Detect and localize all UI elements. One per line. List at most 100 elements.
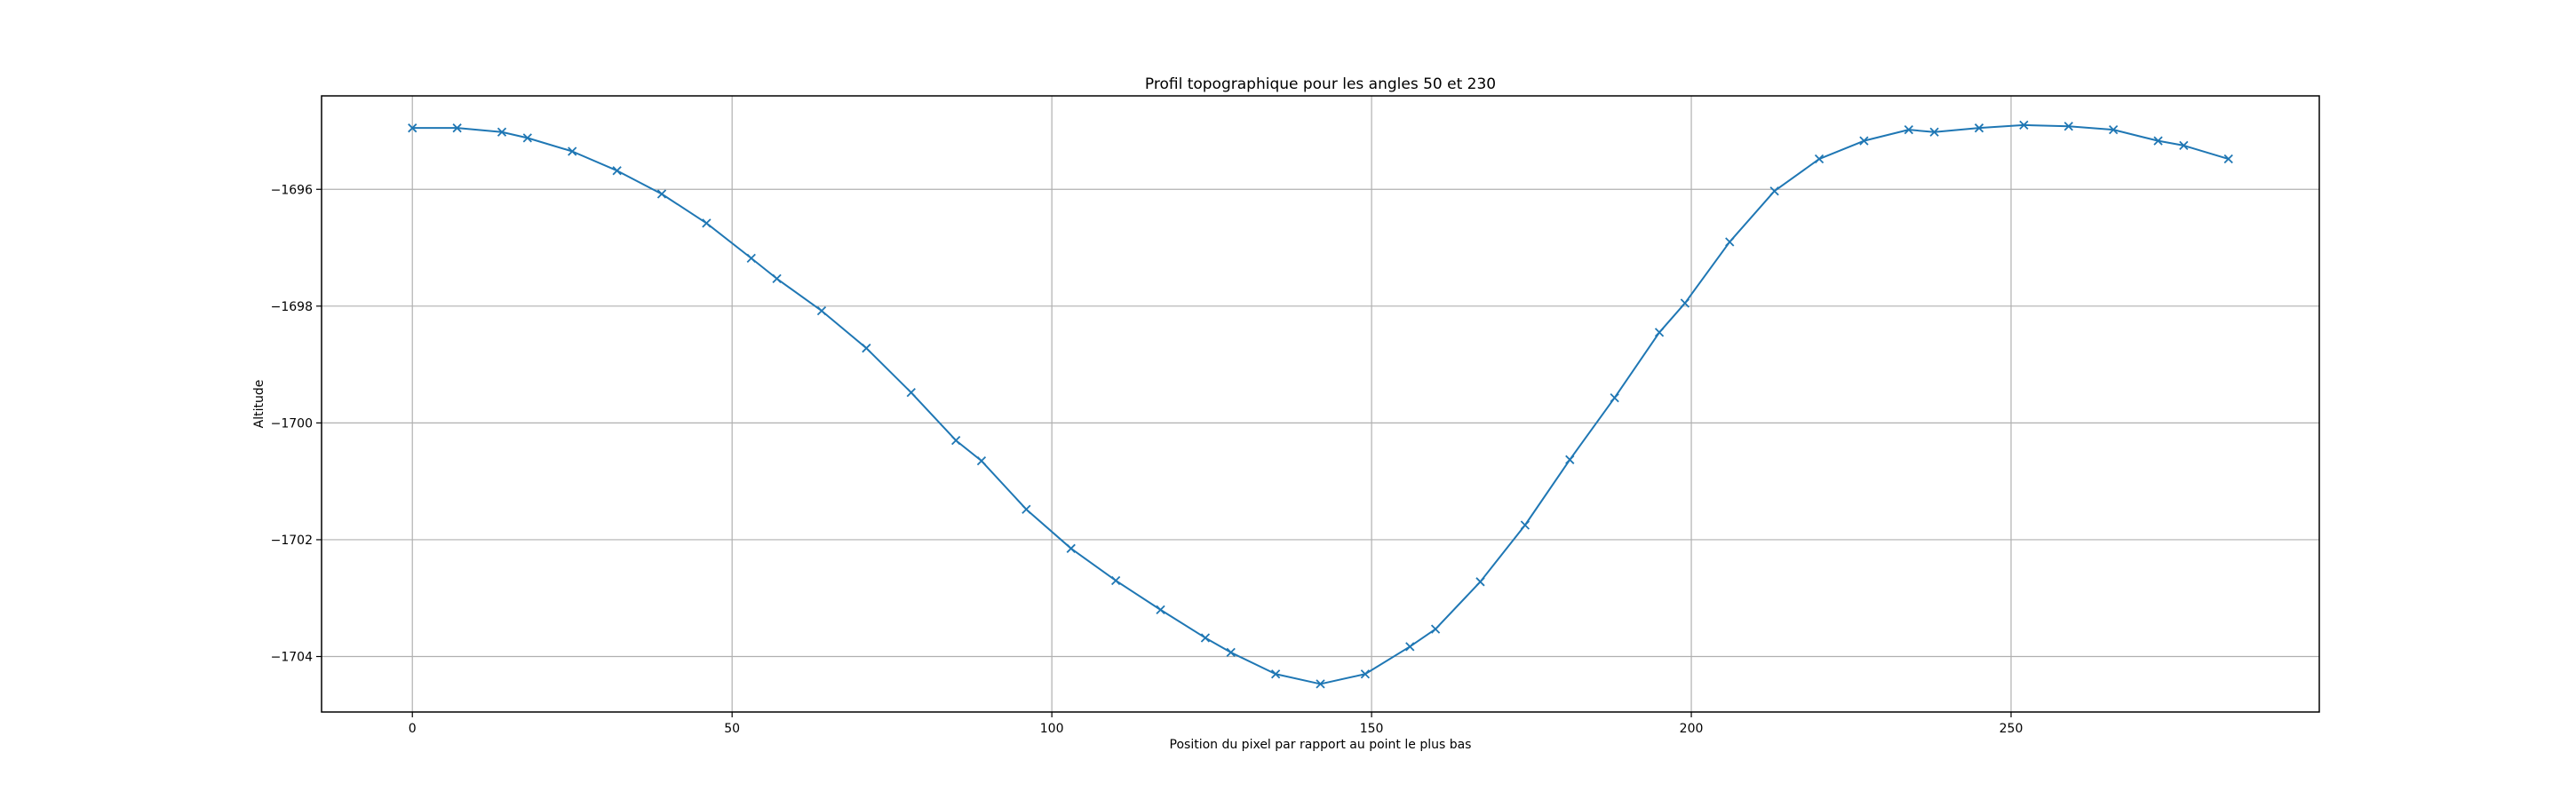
data-point-marker [816,305,827,316]
data-point [1520,520,1530,530]
data-point [2223,154,2233,164]
y-tick-label: −1702 [271,534,313,548]
data-point [1405,642,1415,652]
data-point-marker [1859,136,1869,146]
data-point-marker [1565,455,1575,464]
data-point [816,305,827,316]
data-point-marker [1430,624,1441,634]
data-point-marker [1610,392,1619,403]
data-point [1226,647,1236,658]
data-point-marker [1022,504,1031,514]
data-point-marker [1475,577,1485,587]
data-point-marker [2223,154,2233,164]
data-point [862,344,871,353]
data-point-marker [1929,127,1939,137]
data-point-marker [1974,123,1984,133]
data-point-marker [612,166,622,176]
data-point-marker [2179,140,2189,151]
x-tick-label: 50 [724,722,740,736]
data-point-marker [568,146,577,156]
data-point-marker [1654,328,1665,337]
data-point [2153,136,2163,146]
data-point-marker [862,344,871,353]
data-point [906,388,916,398]
data-point [2179,140,2189,151]
data-point [772,273,782,284]
data-point [1725,237,1735,247]
data-point-marker [1680,298,1690,308]
data-point [1565,455,1575,464]
data-point [1360,669,1371,679]
data-point [1929,127,1939,137]
data-point-marker [906,388,916,398]
chart-title: Profil topographique pour les angles 50 … [1145,75,1496,93]
data-point [408,123,417,133]
data-point [1156,605,1165,615]
data-point-marker [702,218,712,228]
x-axis-label: Position du pixel par rapport au point l… [1170,738,1472,752]
data-point [1430,624,1441,634]
x-tick-label: 150 [1360,722,1384,736]
y-tick-label: −1704 [271,651,313,665]
data-point-marker [1226,647,1236,658]
data-point [1654,328,1665,337]
data-point [1769,186,1779,196]
y-tick-label: −1696 [271,183,313,197]
data-point [976,456,987,466]
data-point-marker [1769,186,1779,196]
x-tick-label: 250 [2000,722,2023,736]
data-point [1475,577,1485,587]
plot-background [322,96,2319,712]
data-point [1859,136,1869,146]
data-point [1904,125,1913,135]
data-point-marker [1066,543,1076,553]
data-point [2109,125,2119,135]
data-point-marker [772,273,782,284]
data-point [1270,669,1281,679]
data-point [2019,120,2029,131]
data-point-marker [951,435,961,446]
data-point-marker [2019,120,2029,131]
data-point [1680,298,1690,308]
data-point [568,146,577,156]
data-point-marker [976,456,987,466]
data-point-marker [1520,520,1530,530]
data-point [2063,122,2073,131]
data-point [1610,392,1619,403]
data-point [497,127,507,137]
data-point-marker [1270,669,1281,679]
data-point-marker [1110,575,1121,586]
data-point-marker [1360,669,1371,679]
data-point [951,435,961,446]
x-tick-label: 200 [1680,722,1704,736]
data-point-marker [452,123,462,133]
data-point-marker [497,127,507,137]
data-point-marker [1405,642,1415,652]
data-point [1814,154,1825,164]
data-point [452,123,462,133]
x-tick-label: 100 [1040,722,1064,736]
y-tick-label: −1700 [271,416,313,431]
data-point-marker [1725,237,1735,247]
data-point [1974,123,1984,133]
series-layer [408,120,2233,689]
data-point-marker [1200,633,1211,643]
x-tick-label: 0 [409,722,417,736]
data-point-marker [1156,605,1165,615]
data-point-marker [408,123,417,133]
data-point [522,133,532,143]
data-point [702,218,712,228]
plot-frame [321,95,2320,713]
y-axis-label: Altitude [252,380,266,429]
data-point [656,189,667,199]
data-point-marker [1814,154,1825,164]
data-point [746,253,756,264]
data-point-marker [2063,122,2073,131]
data-point-marker [656,189,667,199]
data-point [1110,575,1121,586]
data-point-marker [746,253,756,264]
data-point-marker [1904,125,1913,135]
data-point [1200,633,1211,643]
y-tick-label: −1698 [271,300,313,314]
